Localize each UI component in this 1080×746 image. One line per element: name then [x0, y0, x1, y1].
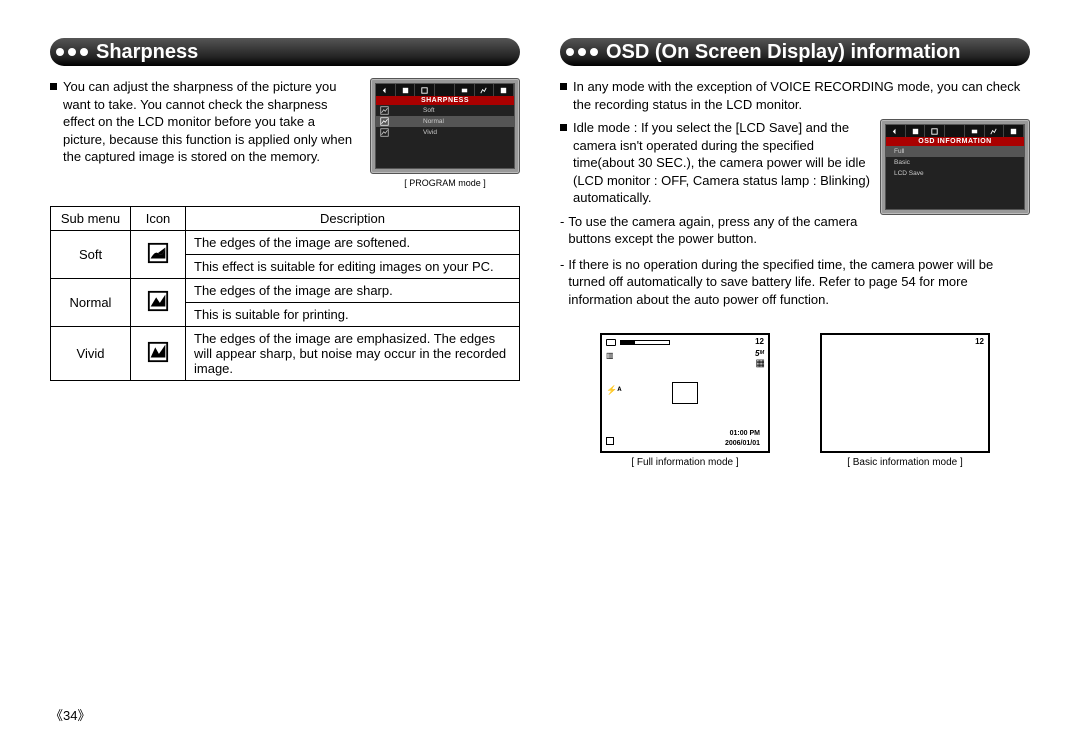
storage-icon [606, 437, 614, 445]
lcd-caption: [ PROGRAM mode ] [370, 178, 520, 188]
cell-normal-desc1: The edges of the image are sharp. [186, 279, 520, 303]
cell-vivid-desc: The edges of the image are emphasized. T… [186, 327, 520, 381]
flash-icon: ⚡ᴬ [606, 385, 622, 396]
cell-normal: Normal [51, 279, 131, 327]
cell-soft: Soft [51, 231, 131, 279]
osd-sub1: - To use the camera again, press any of … [560, 213, 870, 248]
lcd-tabs [886, 125, 1024, 137]
cell-soft-desc2: This effect is suitable for editing imag… [186, 255, 520, 279]
lcd-row-vivid: Vivid [376, 127, 514, 138]
bullet-square-icon [50, 83, 57, 90]
right-column: OSD (On Screen Display) information In a… [560, 38, 1030, 468]
shots-remaining: 12 [975, 337, 984, 346]
section-header-sharpness: Sharpness [50, 38, 520, 66]
lcd-band-title: SHARPNESS [376, 96, 514, 105]
progress-bar-icon [620, 340, 670, 345]
osd-idle-paragraph: Idle mode : If you select the [LCD Save]… [560, 119, 870, 207]
quality-icon: ▦ [756, 361, 764, 366]
lcd-row-full: Full [886, 146, 1024, 157]
lcd-row-soft: Soft [376, 105, 514, 116]
dash-icon: - [560, 256, 564, 309]
bullet-square-icon [560, 83, 567, 90]
lcd-preview-osd: OSD INFORMATION Full Basic LCD Save [880, 119, 1030, 254]
lcd-tabs [376, 84, 514, 96]
sharpness-table: Sub menu Icon Description Soft The edges… [50, 206, 520, 381]
cell-normal-desc2: This is suitable for printing. [186, 303, 520, 327]
intro-paragraph: You can adjust the sharpness of the pict… [50, 78, 358, 166]
section-header-osd: OSD (On Screen Display) information [560, 38, 1030, 66]
dash-icon: - [560, 213, 564, 248]
left-column: Sharpness You can adjust the sharpness o… [50, 38, 520, 468]
th-icon: Icon [131, 207, 186, 231]
cell-normal-icon [131, 279, 186, 327]
lcd-preview-sharpness: SHARPNESS Soft Normal Vivid [370, 78, 520, 188]
intro-text: You can adjust the sharpness of the pict… [63, 78, 358, 166]
lcd-row-basic: Basic [886, 157, 1024, 168]
header-dots-icon [566, 48, 598, 56]
date-label: 2006/01/01 [725, 440, 760, 447]
lcd-band-title: OSD INFORMATION [886, 137, 1024, 146]
lcd-row-lcdsave: LCD Save [886, 168, 1024, 179]
cell-soft-desc1: The edges of the image are softened. [186, 231, 520, 255]
header-dots-icon [56, 48, 88, 56]
preview-basic-mode: 12 [ Basic information mode ] [820, 333, 990, 468]
cell-vivid-icon [131, 327, 186, 381]
time-label: 01:00 PM [730, 430, 760, 437]
rec-icon [606, 339, 616, 346]
shots-remaining: 12 [755, 337, 764, 346]
section-title: Sharpness [96, 41, 198, 64]
resolution-label: 5ᴹ [755, 349, 764, 358]
osd-sub2: - If there is no operation during the sp… [560, 256, 1030, 309]
focus-box-icon [672, 382, 698, 404]
th-submenu: Sub menu [51, 207, 131, 231]
cell-soft-icon [131, 231, 186, 279]
battery-icon: ▥ [606, 351, 614, 360]
cell-vivid: Vivid [51, 327, 131, 381]
preview-full-mode: ▥ 12 5ᴹ ▦ ⚡ᴬ 01:00 PM 2006/01/01 [ Full … [600, 333, 770, 468]
th-description: Description [186, 207, 520, 231]
osd-paragraph-1: In any mode with the exception of VOICE … [560, 78, 1030, 113]
page-number: 《34》 [50, 705, 90, 724]
bullet-square-icon [560, 124, 567, 131]
preview-caption: [ Basic information mode ] [820, 457, 990, 468]
section-title: OSD (On Screen Display) information [606, 41, 961, 64]
lcd-row-normal: Normal [376, 116, 514, 127]
preview-caption: [ Full information mode ] [600, 457, 770, 468]
